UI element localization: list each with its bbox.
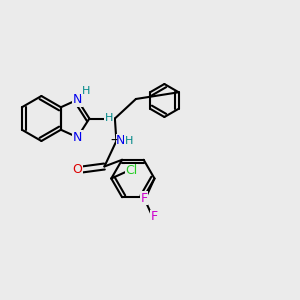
Text: H: H	[125, 136, 133, 146]
Text: H: H	[105, 112, 113, 123]
Text: F: F	[151, 210, 158, 223]
Text: N: N	[116, 134, 126, 148]
Text: N: N	[73, 93, 82, 106]
Text: –: –	[110, 134, 117, 148]
Text: Cl: Cl	[125, 164, 137, 178]
Text: N: N	[73, 131, 82, 144]
Text: F: F	[140, 191, 148, 205]
Text: O: O	[72, 163, 82, 176]
Text: H: H	[82, 86, 90, 96]
